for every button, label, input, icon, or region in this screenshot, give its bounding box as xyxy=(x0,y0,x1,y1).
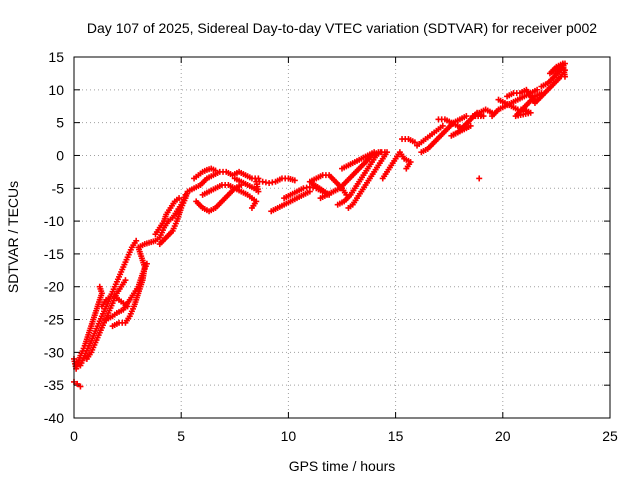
x-tick-label: 10 xyxy=(281,428,297,444)
data-point xyxy=(96,283,103,290)
data-point xyxy=(77,383,84,390)
plot-frame xyxy=(73,56,611,419)
y-tick-label: -5 xyxy=(52,180,65,196)
data-point xyxy=(371,149,378,156)
y-tick-label: -15 xyxy=(44,246,64,262)
x-axis-label: GPS time / hours xyxy=(289,458,396,474)
chart-title: Day 107 of 2025, Sidereal Day-to-day VTE… xyxy=(87,20,597,36)
x-tick-label: 25 xyxy=(602,428,618,444)
y-tick-label: -40 xyxy=(44,410,64,426)
data-point xyxy=(248,204,255,211)
y-tick-label: -20 xyxy=(44,279,64,295)
x-tick-label: 15 xyxy=(388,428,404,444)
y-axis-label: SDTVAR / TECUs xyxy=(5,181,21,293)
data-point xyxy=(476,175,483,182)
data-point xyxy=(384,149,391,156)
data-point xyxy=(212,167,219,174)
y-tick-label: 10 xyxy=(48,82,64,98)
data-point xyxy=(122,277,129,284)
data-point xyxy=(561,73,568,80)
data-point xyxy=(463,113,470,120)
y-tick-label: -25 xyxy=(44,312,64,328)
data-point xyxy=(133,237,140,244)
x-tick-label: 20 xyxy=(495,428,511,444)
x-tick-label: 0 xyxy=(70,428,78,444)
data-point xyxy=(439,122,446,129)
data-point xyxy=(143,260,150,267)
data-point xyxy=(74,380,81,387)
data-point xyxy=(403,165,410,172)
y-tick-label: -30 xyxy=(44,344,64,360)
data-point xyxy=(534,86,541,93)
y-tick-label: 5 xyxy=(56,115,64,131)
data-point xyxy=(255,175,262,182)
y-tick-label: 15 xyxy=(48,49,64,65)
data-point xyxy=(411,139,418,146)
axis-ticks: 0 5 10 15 20 25 15 10 5 0 -5 -10 -15 -20 -25 -30 -35 -40 xyxy=(44,49,618,444)
y-tick-label: 0 xyxy=(56,147,64,163)
data-point xyxy=(176,195,183,202)
data-points xyxy=(71,60,568,390)
x-tick-label: 5 xyxy=(177,428,185,444)
data-point xyxy=(377,149,384,156)
y-tick-label: -35 xyxy=(44,377,64,393)
y-tick-label: -10 xyxy=(44,213,64,229)
data-point xyxy=(291,177,298,184)
